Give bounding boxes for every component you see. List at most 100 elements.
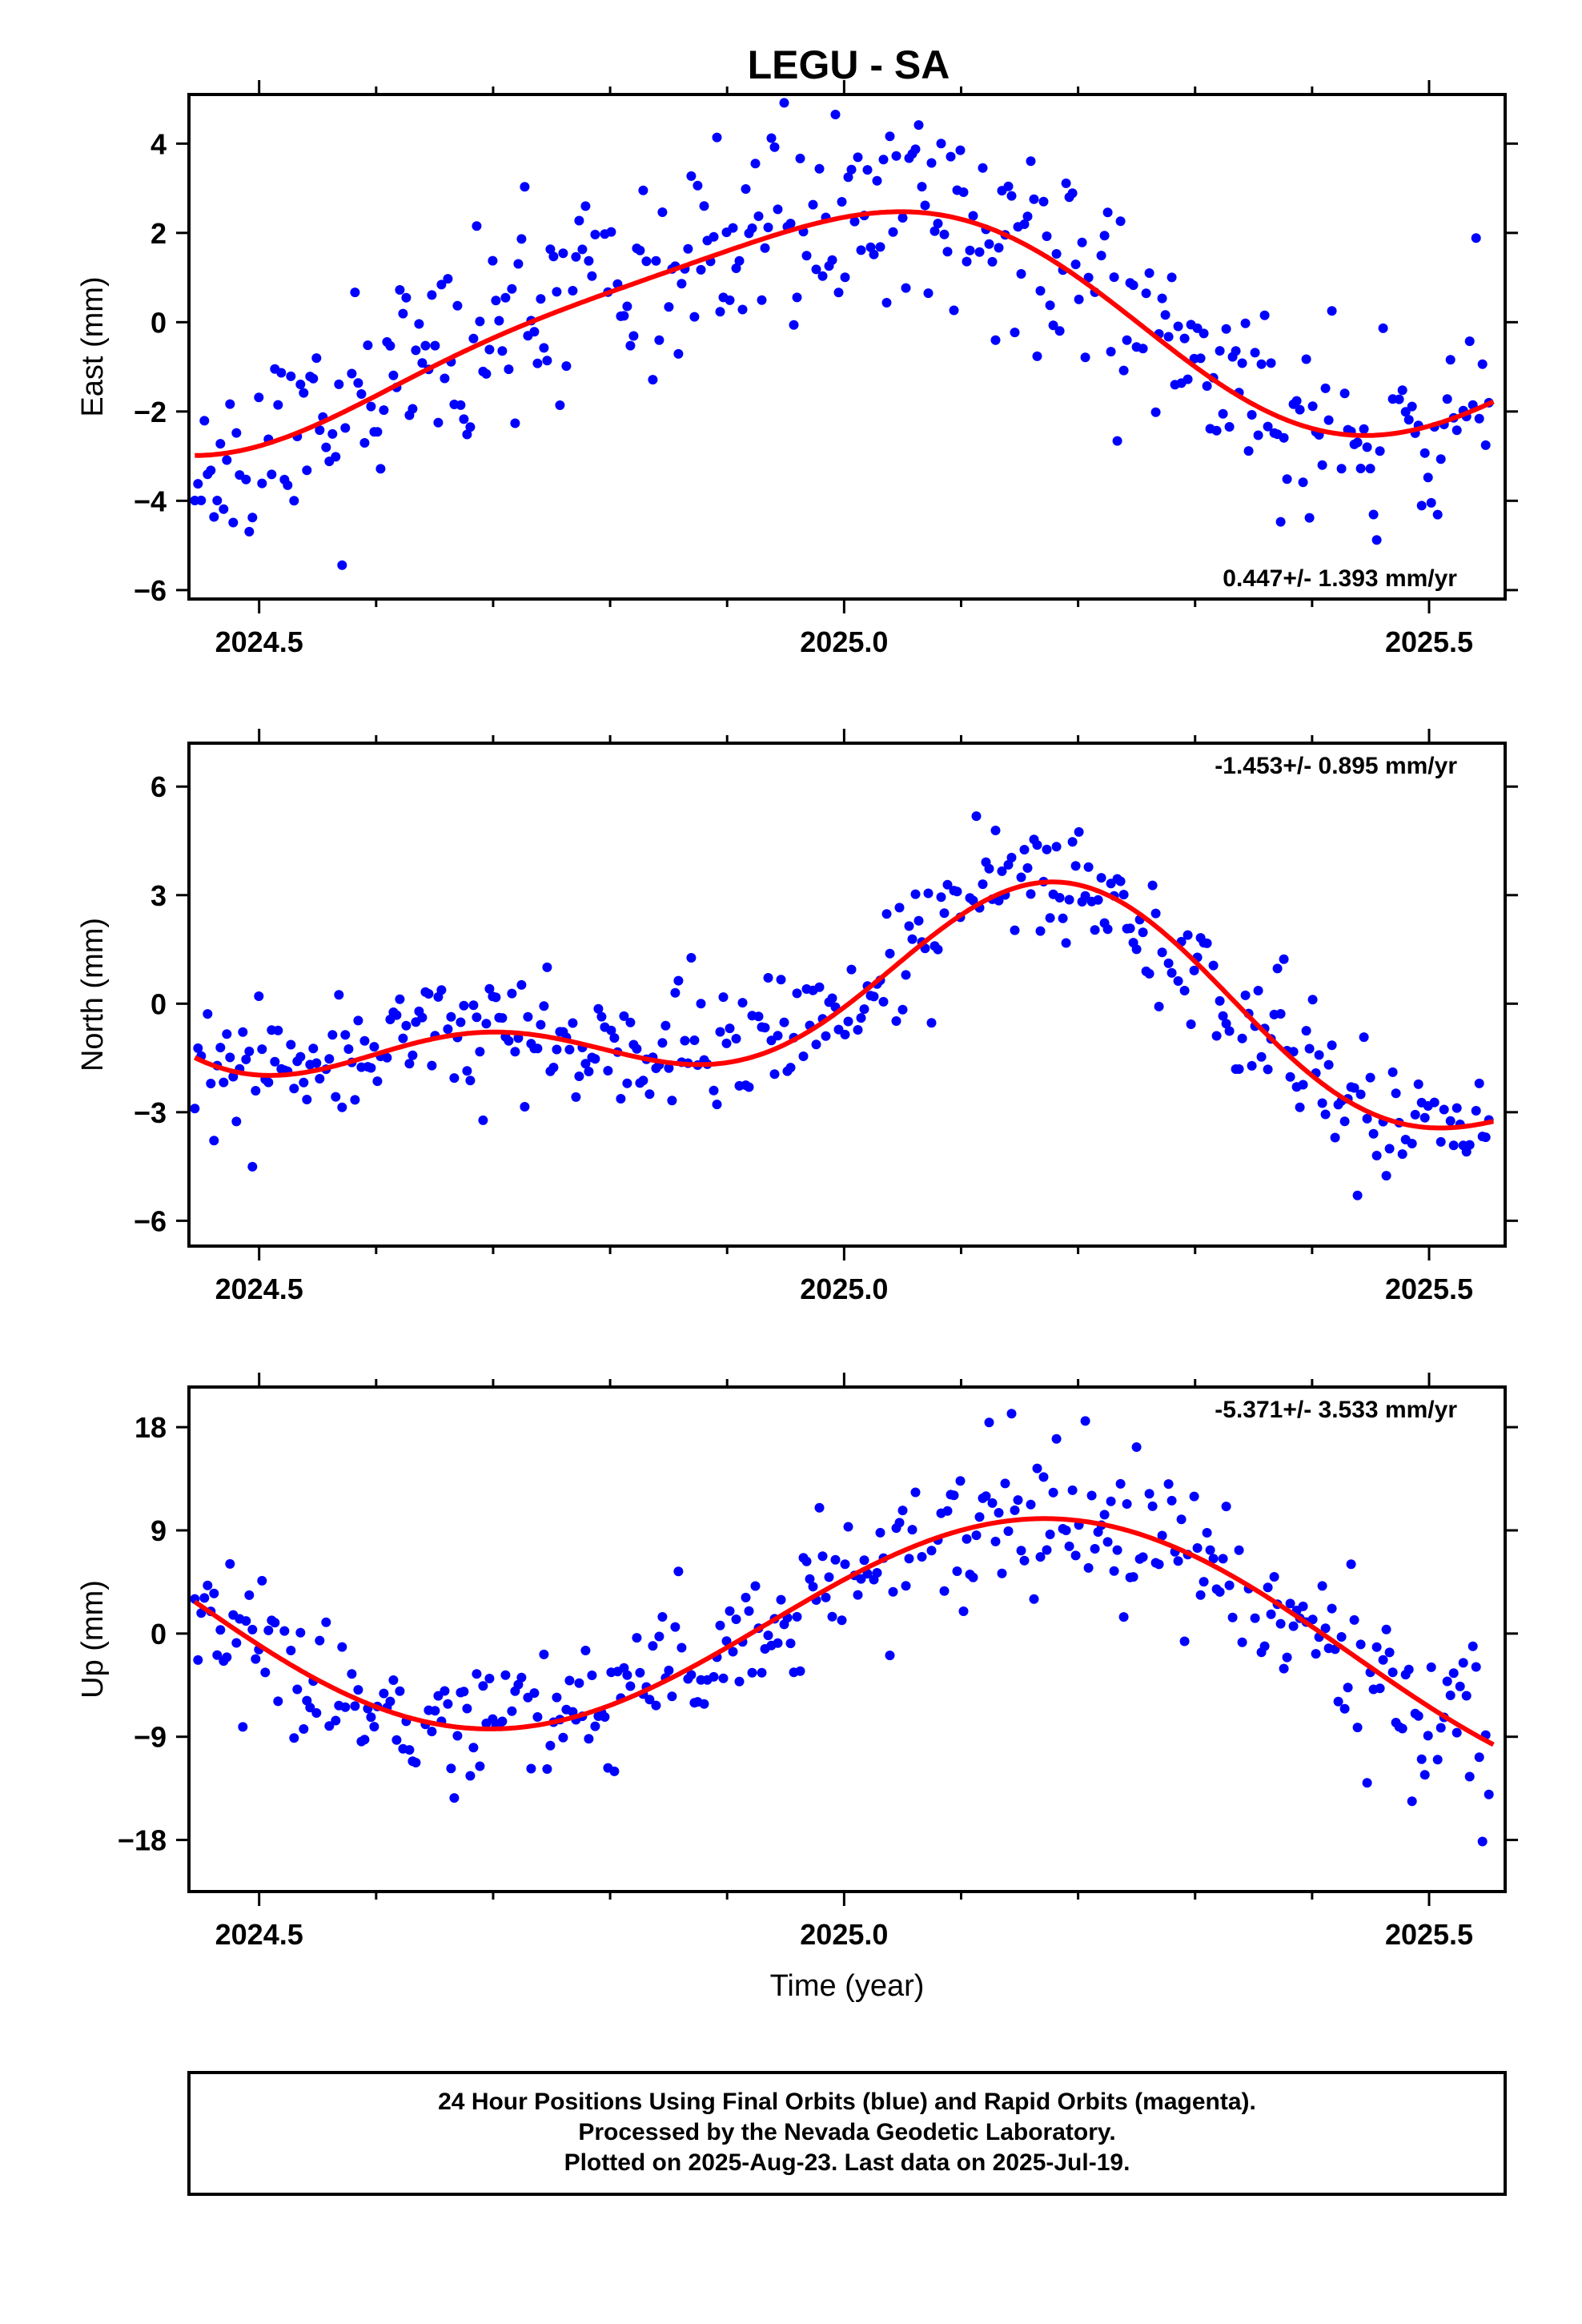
data-point — [1295, 1102, 1305, 1112]
data-point — [529, 1688, 540, 1699]
data-point — [1224, 1580, 1235, 1590]
data-point — [1195, 353, 1206, 364]
data-point — [1074, 294, 1084, 304]
data-point — [1301, 1026, 1311, 1036]
data-point — [1336, 464, 1347, 474]
data-point — [299, 1077, 309, 1088]
east-panel: 2024.5 2025.0 2025.5 −6 −4 −2 0 2 4 East (mm) 0.44… — [76, 80, 1518, 658]
data-point — [1256, 1051, 1267, 1062]
data-point — [942, 879, 953, 890]
data-point — [1054, 326, 1065, 336]
data-point — [1413, 1079, 1423, 1089]
data-point — [1022, 211, 1033, 222]
data-point — [933, 219, 943, 229]
data-point — [1272, 963, 1283, 974]
data-point — [552, 287, 562, 297]
data-point — [670, 1622, 681, 1632]
data-point — [846, 964, 857, 975]
data-point — [632, 1043, 642, 1054]
data-point — [331, 1715, 341, 1726]
data-point — [1435, 454, 1446, 464]
data-point — [1275, 1009, 1286, 1019]
data-point — [843, 1016, 853, 1027]
data-point — [811, 1039, 821, 1050]
data-point — [558, 248, 568, 259]
data-point — [635, 1667, 645, 1678]
data-point — [757, 1667, 767, 1678]
data-point — [199, 416, 210, 426]
data-point — [952, 887, 962, 897]
data-point — [411, 1758, 421, 1767]
data-point — [587, 1671, 597, 1680]
data-point — [859, 1004, 869, 1015]
data-point — [340, 1702, 351, 1712]
data-point — [1279, 432, 1289, 443]
data-point — [552, 1692, 562, 1703]
data-point — [1029, 194, 1039, 204]
data-point — [878, 155, 889, 165]
data-point — [1118, 365, 1129, 376]
data-point — [587, 271, 597, 281]
data-point — [1400, 407, 1411, 417]
data-point — [222, 1652, 232, 1663]
data-point — [283, 480, 293, 490]
data-point — [193, 1043, 203, 1053]
data-point — [1118, 890, 1129, 900]
data-point — [1301, 354, 1311, 364]
data-point — [1019, 1555, 1030, 1566]
data-point — [648, 1641, 658, 1651]
data-point — [897, 213, 908, 223]
data-point — [1452, 1727, 1462, 1738]
data-point — [1253, 430, 1263, 440]
data-point — [1279, 954, 1289, 964]
data-point — [244, 526, 255, 537]
data-point — [244, 1046, 255, 1056]
data-point — [488, 255, 498, 266]
data-point — [696, 264, 706, 275]
data-point — [926, 158, 937, 168]
data-point — [539, 1649, 549, 1659]
data-point — [1314, 1050, 1324, 1060]
y-axis-label: Up (mm) — [76, 1580, 110, 1699]
data-point — [1362, 1113, 1372, 1124]
data-point — [715, 1620, 725, 1630]
data-point — [1419, 448, 1430, 458]
data-point — [856, 1574, 866, 1584]
data-point — [478, 1115, 488, 1125]
data-point — [869, 249, 879, 259]
data-point — [193, 479, 203, 489]
data-point — [465, 1771, 476, 1781]
data-point — [190, 1104, 200, 1114]
data-point — [1227, 1612, 1238, 1622]
data-point — [500, 292, 511, 303]
data-point — [1109, 272, 1119, 283]
data-point — [1419, 1770, 1430, 1780]
data-point — [603, 1066, 613, 1076]
data-point — [347, 1669, 357, 1679]
data-point — [888, 227, 898, 237]
data-point — [491, 296, 501, 306]
data-point — [222, 1029, 232, 1039]
data-point — [1464, 1771, 1475, 1782]
data-point — [1359, 1032, 1369, 1043]
data-point — [1362, 442, 1372, 452]
data-point — [1285, 1072, 1295, 1082]
data-point — [1090, 1544, 1100, 1554]
data-point — [1189, 1491, 1199, 1502]
data-point — [257, 1044, 267, 1055]
data-point — [260, 1667, 271, 1678]
data-point — [606, 227, 616, 237]
y-tick-label: 2 — [151, 217, 167, 250]
data-point — [1339, 1703, 1350, 1714]
data-point — [1102, 207, 1113, 218]
data-point — [1042, 844, 1052, 854]
data-point — [574, 1072, 584, 1081]
data-point — [238, 1027, 248, 1037]
data-point — [427, 290, 437, 300]
data-point — [1243, 446, 1254, 456]
data-point — [1237, 1637, 1247, 1647]
data-point — [308, 1043, 319, 1054]
data-point — [391, 1010, 402, 1020]
data-point — [827, 255, 837, 265]
data-point — [821, 1031, 831, 1041]
